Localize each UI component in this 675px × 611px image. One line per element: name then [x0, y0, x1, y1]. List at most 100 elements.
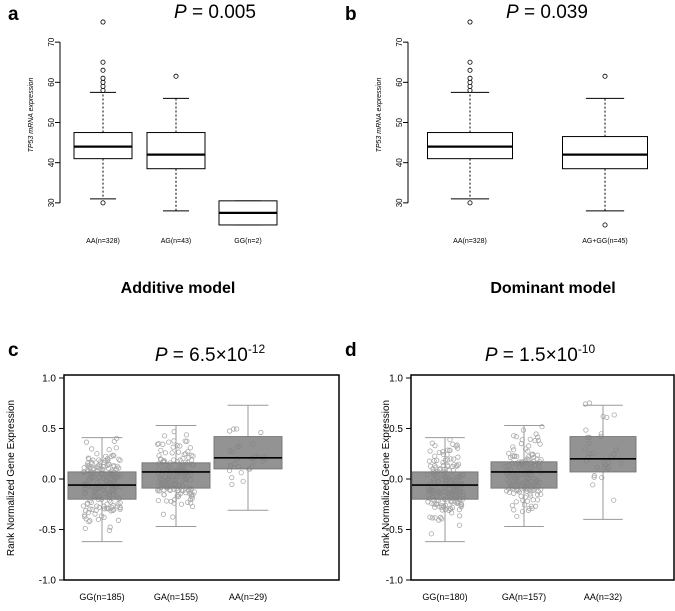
- data-point: [454, 500, 460, 506]
- data-point: [108, 499, 114, 505]
- data-point: [85, 455, 91, 461]
- x-tick-label: GG(n=185): [79, 592, 124, 602]
- data-point: [453, 443, 459, 449]
- data-point: [92, 511, 98, 517]
- data-point: [428, 531, 434, 537]
- box-AA(n=29): [213, 404, 283, 511]
- panel-c: c P = 6.5×10-12 -1.0 -0.5 0.0 0.5 1.0 Rank Norm…: [6, 340, 340, 602]
- data-point: [533, 431, 539, 437]
- data-point: [451, 456, 457, 462]
- data-point: [527, 436, 533, 442]
- x-tick-label: AG(n=43): [161, 238, 192, 245]
- data-point: [440, 451, 447, 458]
- data-point: [94, 451, 100, 457]
- x-tick-label: AA(n=328): [86, 238, 120, 245]
- outlier-point: [173, 73, 179, 79]
- panel-letter-a: a: [8, 4, 19, 25]
- data-point: [106, 447, 112, 453]
- data-point: [176, 449, 182, 455]
- data-point: [187, 491, 193, 497]
- data-point: [166, 439, 172, 445]
- panel-letter-b: b: [345, 4, 357, 25]
- y-tick-label: -1.0: [386, 576, 404, 587]
- x-tick-label: GG(n=180): [422, 592, 467, 602]
- data-point: [512, 453, 518, 459]
- data-point: [96, 504, 102, 511]
- data-point: [437, 514, 444, 520]
- data-point: [88, 459, 95, 465]
- panel-letter-d: d: [345, 340, 357, 361]
- x-tick-label: AA(n=32): [584, 592, 622, 602]
- data-point: [89, 460, 95, 466]
- data-point: [229, 481, 235, 488]
- outlier-point: [467, 59, 473, 65]
- data-point: [106, 527, 112, 533]
- data-point: [82, 525, 88, 532]
- y-tick-label: 0.0: [389, 475, 403, 486]
- x-tick-label: GG(n=2): [234, 238, 261, 245]
- pvalue-prefix: P: [506, 2, 519, 23]
- outlier-point: [100, 75, 106, 81]
- data-point: [80, 503, 87, 509]
- data-point: [163, 498, 170, 504]
- y-tick-label: -0.5: [39, 525, 57, 536]
- data-point: [114, 463, 120, 469]
- data-point: [110, 502, 116, 509]
- data-point: [432, 515, 438, 521]
- data-point: [182, 438, 188, 444]
- data-point: [509, 502, 515, 509]
- data-point: [162, 433, 168, 439]
- data-point: [117, 506, 123, 512]
- data-point: [89, 506, 95, 513]
- data-point: [582, 401, 588, 407]
- outlier-point: [467, 79, 473, 85]
- data-point: [160, 511, 167, 517]
- x-tick-label: AA(n=328): [453, 238, 487, 245]
- data-point: [611, 497, 617, 503]
- data-point: [85, 509, 91, 516]
- data-point: [190, 453, 196, 459]
- y-tick-label: 60: [47, 77, 56, 86]
- data-point: [110, 507, 116, 514]
- data-point: [190, 492, 196, 498]
- outlier-point: [100, 87, 106, 93]
- data-point: [526, 443, 532, 449]
- data-point: [524, 498, 531, 504]
- outlier-point: [467, 75, 473, 81]
- data-point: [184, 438, 190, 444]
- data-point: [115, 517, 122, 523]
- data-point: [583, 427, 589, 433]
- model-label: Additive model: [121, 280, 236, 297]
- outlier-point: [467, 87, 473, 93]
- data-point: [158, 456, 164, 463]
- data-point: [83, 439, 90, 445]
- box-GG(n=185): [67, 435, 137, 543]
- pvalue-title: P = 0.005: [174, 2, 256, 23]
- data-point: [456, 522, 463, 528]
- y-tick-label: 0.0: [42, 475, 56, 486]
- data-point: [448, 456, 454, 462]
- y-tick-label: 30: [47, 198, 56, 207]
- pvalue-exponent: -10: [578, 342, 596, 356]
- data-point: [111, 462, 117, 469]
- data-point: [105, 457, 111, 463]
- panel-letter-c: c: [8, 340, 19, 361]
- data-point: [506, 489, 512, 495]
- box-iqr: [490, 461, 558, 489]
- data-point: [188, 500, 194, 506]
- data-point: [155, 497, 161, 504]
- data-point: [177, 457, 183, 463]
- data-point: [105, 506, 111, 512]
- panel-b: b P = 0.039 30 40 50 60 70 TP53 mRNA expression…: [345, 2, 648, 297]
- pvalue-main: = 6.5×10: [168, 345, 248, 366]
- data-point: [525, 454, 531, 460]
- y-axis-label: Rank Normalized Gene Expression: [381, 400, 392, 556]
- data-point: [258, 429, 264, 436]
- outlier-point: [602, 73, 608, 79]
- data-point: [95, 516, 102, 523]
- y-tick-label: -0.5: [386, 525, 404, 536]
- data-point: [231, 426, 237, 432]
- pvalue-title: P = 1.5×10-10: [485, 342, 596, 366]
- data-point: [429, 440, 435, 446]
- y-tick-label: 70: [395, 37, 404, 46]
